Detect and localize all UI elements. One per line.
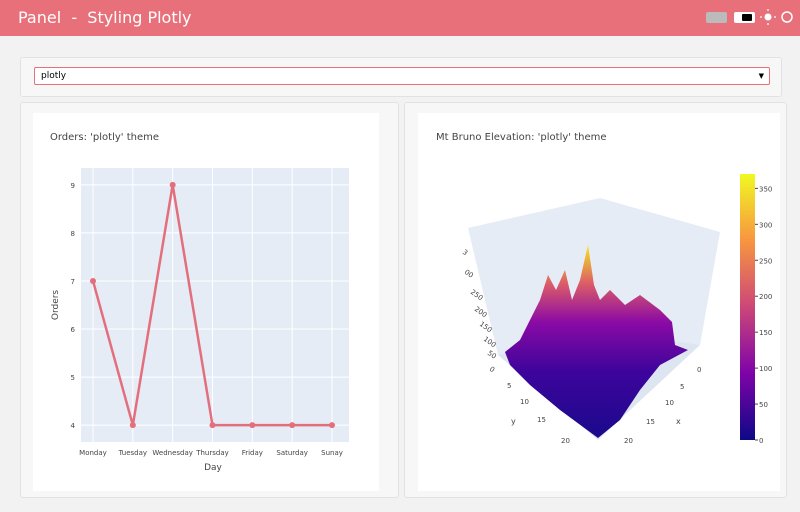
- point: [129, 422, 136, 429]
- x-tick-label: 5: [680, 383, 684, 391]
- toggle-knob: [742, 14, 752, 21]
- x-tick-label: 20: [624, 437, 633, 445]
- x-tick-label: Monday: [79, 449, 107, 457]
- surface: [505, 245, 688, 438]
- y-tick-label: 7: [71, 278, 75, 286]
- colorbar: [740, 174, 755, 440]
- plot-area: [81, 168, 349, 442]
- y-tick-label: 10: [520, 398, 529, 406]
- line-title: Orders: 'plotly' theme: [50, 132, 159, 143]
- colorbar-tick-label: 0: [759, 437, 763, 445]
- reset-button[interactable]: [706, 12, 727, 23]
- colorbar-tick-label: 200: [759, 293, 772, 301]
- sun-icon: [764, 13, 772, 21]
- colorbar-tick-label: 50: [759, 401, 768, 409]
- x-tick-label: 15: [646, 418, 655, 426]
- surface-title: Mt Bruno Elevation: 'plotly' theme: [436, 132, 607, 143]
- x-axis-title: Day: [204, 463, 222, 473]
- x-tick-label: Friday: [242, 449, 263, 457]
- point: [169, 181, 176, 188]
- point: [90, 277, 96, 284]
- y-tick-label: 15: [537, 416, 546, 424]
- z-tick-label: 0: [488, 365, 496, 374]
- y-tick-label: 6: [71, 326, 76, 334]
- x-tick-label: Saturday: [276, 449, 308, 457]
- point: [209, 422, 216, 429]
- point: [249, 422, 256, 429]
- colorbar-tick-label: 350: [759, 185, 772, 193]
- header: Panel - Styling Plotly: [0, 0, 800, 36]
- select-card: plotly ▼: [20, 57, 782, 97]
- z-tick-label: 200: [473, 305, 489, 319]
- z-tick-label: 50: [486, 349, 498, 361]
- y-tick-label: 4: [71, 422, 76, 430]
- y-tick-label: 5: [507, 382, 511, 390]
- y-tick-label: 8: [71, 230, 75, 238]
- x-tick-label: Tuesday: [118, 449, 147, 457]
- colorbar-tick-label: 150: [759, 329, 772, 337]
- select-value: plotly: [41, 71, 67, 81]
- colorbar-tick-label: 300: [759, 221, 772, 229]
- z-tick-label: 250: [469, 288, 485, 302]
- x-tick-label: 0: [697, 366, 701, 374]
- x-tick-label: Sunay: [321, 449, 343, 457]
- surface-scene: [468, 198, 720, 440]
- app-title: Panel - Styling Plotly: [18, 8, 192, 27]
- theme-select[interactable]: plotly ▼: [34, 67, 770, 85]
- y-axis-title: Orders: [51, 290, 61, 321]
- status-indicator: [781, 11, 793, 23]
- z-tick-label: 3: [461, 248, 469, 257]
- y-tick-label: 9: [71, 182, 75, 190]
- y-axis-title: y: [511, 417, 516, 426]
- point: [289, 422, 296, 429]
- y-tick-label: 20: [561, 437, 570, 445]
- header-icons: [706, 9, 793, 25]
- x-tick-label: 10: [665, 399, 674, 407]
- x-tick-label: Wednesday: [152, 449, 193, 457]
- select-arrow: ▼: [758, 72, 764, 80]
- x-axis-title: x: [676, 417, 681, 426]
- sun-rays: [760, 9, 776, 25]
- z-tick-label: 00: [463, 268, 475, 280]
- x-tick-label: Thursday: [195, 449, 229, 457]
- point: [329, 422, 335, 429]
- colorbar-tick-label: 100: [759, 365, 772, 373]
- colorbar-tick-label: 250: [759, 257, 772, 265]
- y-tick-label: 5: [71, 374, 75, 382]
